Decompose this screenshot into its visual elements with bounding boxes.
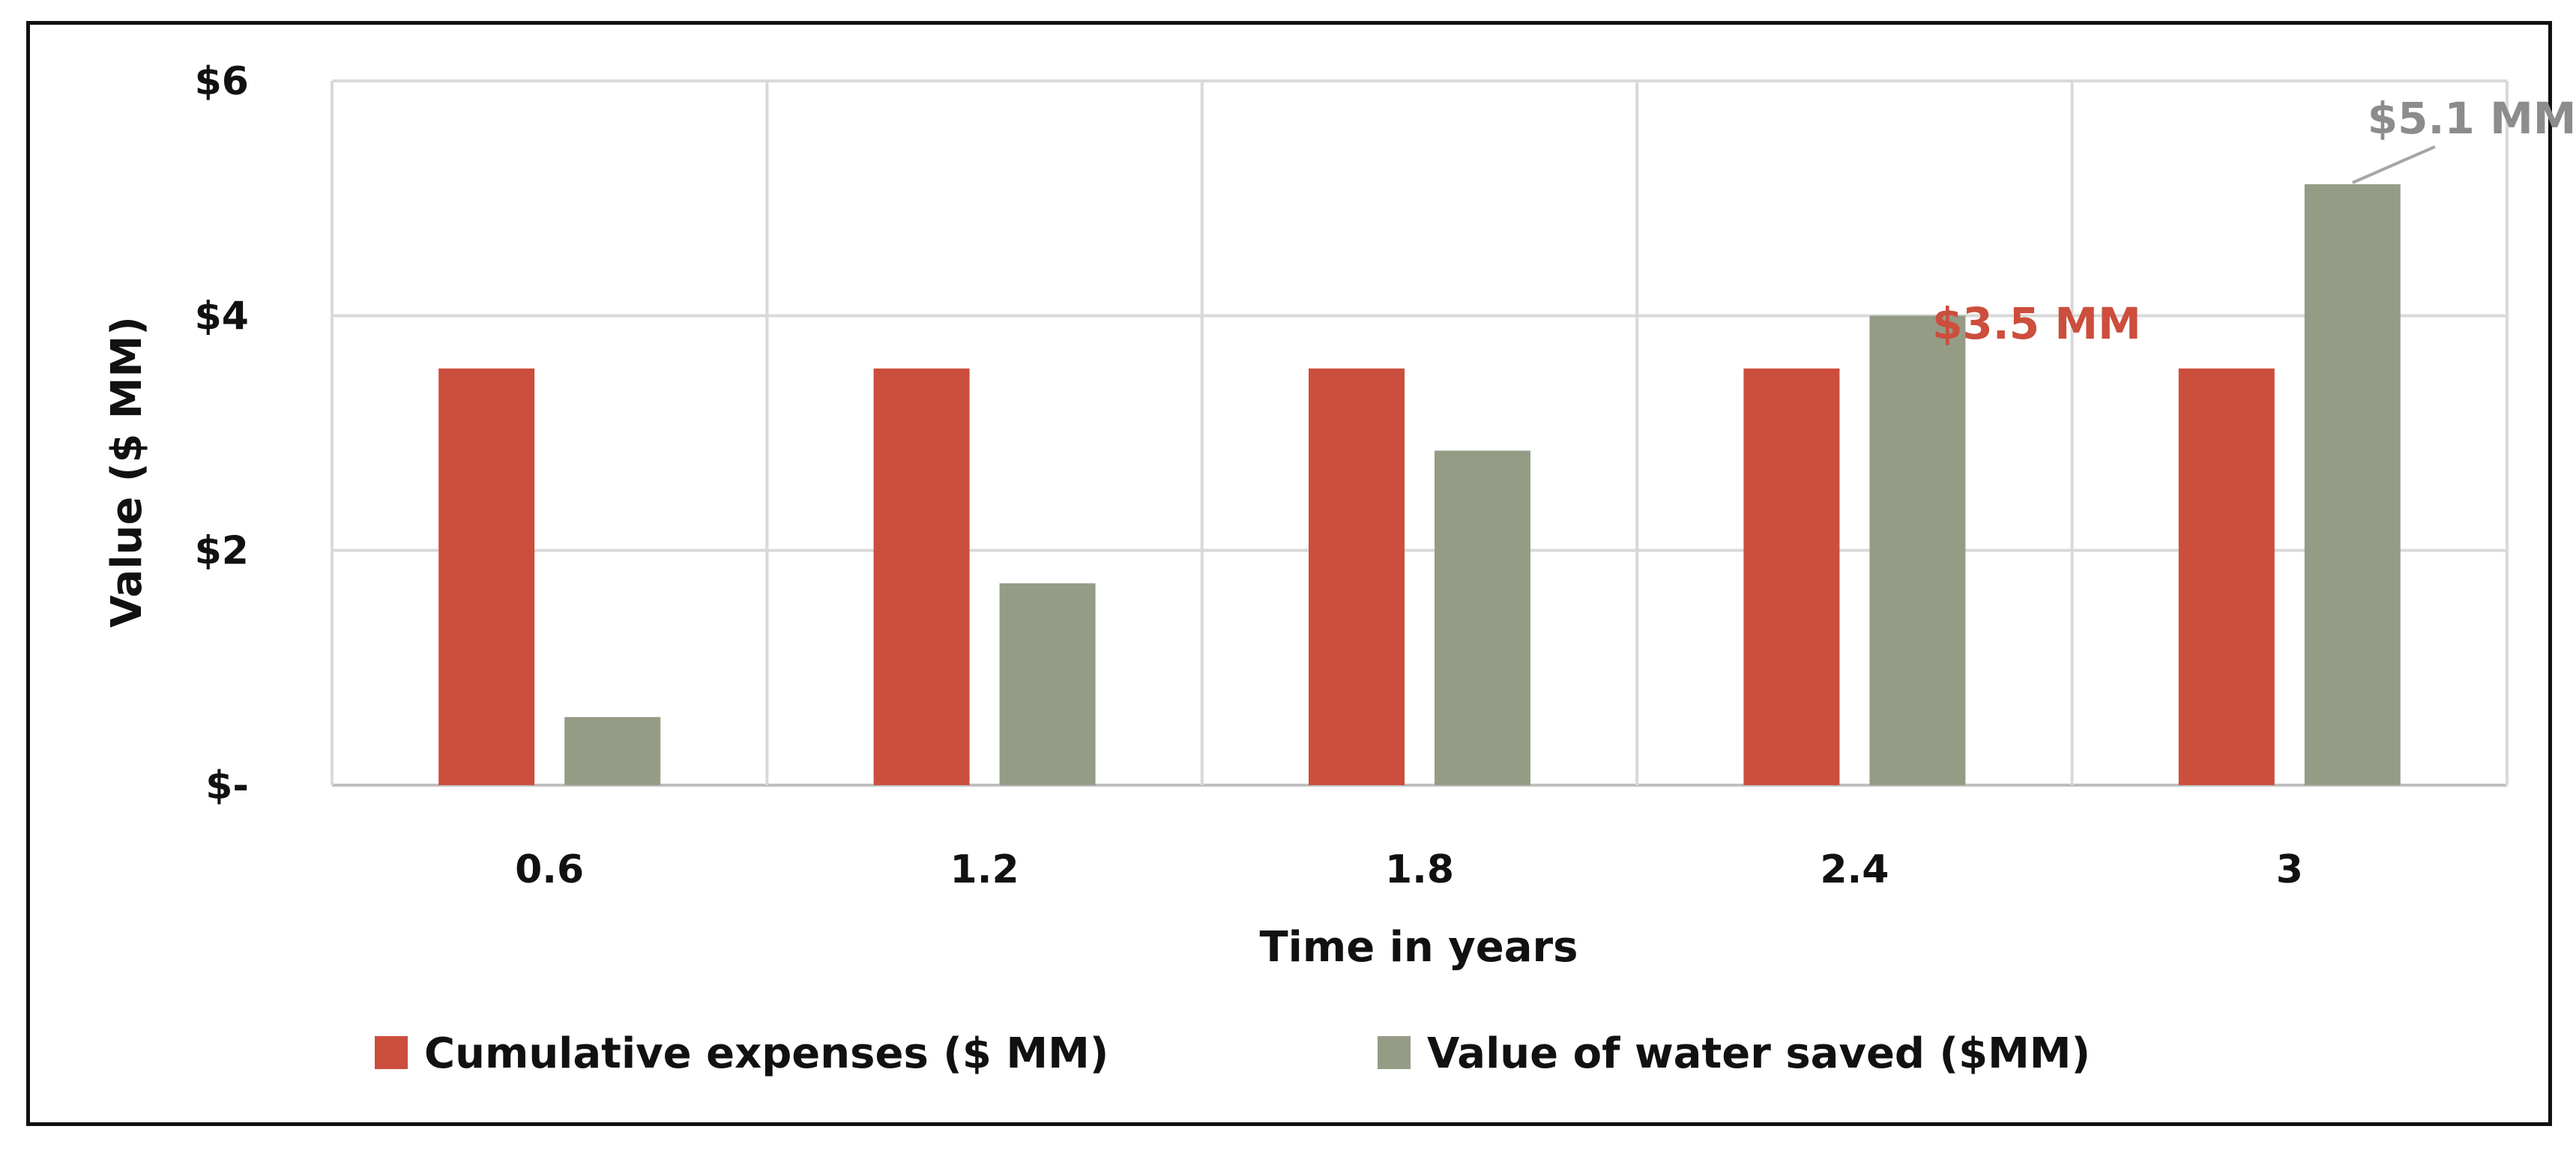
annotation-expenses: $3.5 MM — [1932, 298, 2141, 349]
annotations: $3.5 MM $5.1 MM — [1932, 93, 2576, 349]
bar-expenses-1.8 — [1309, 368, 1405, 785]
y-tick-label: $4 — [195, 294, 249, 339]
x-tick-label: 3 — [2276, 847, 2303, 892]
annotation-leader-line — [2352, 145, 2436, 184]
legend: Cumulative expenses ($ MM) Value of wate… — [375, 1029, 2090, 1078]
bar-expenses-3 — [2178, 368, 2275, 785]
bar-water-saved-3 — [2304, 184, 2401, 785]
legend-label-water-saved: Value of water saved ($MM) — [1427, 1029, 2090, 1078]
gridlines — [331, 79, 2509, 787]
y-tick-label: $- — [205, 763, 249, 808]
bar-water-saved-0.6 — [564, 717, 661, 785]
y-tick-label: $6 — [195, 59, 249, 104]
bar-water-saved-1.2 — [999, 583, 1096, 785]
x-tick-label: 2.4 — [1820, 847, 1889, 892]
bars — [438, 184, 2401, 785]
bar-water-saved-1.8 — [1435, 450, 1530, 785]
legend-swatch-water-saved — [1378, 1036, 1411, 1069]
x-tick-label: 1.2 — [950, 847, 1019, 892]
x-tick-label: 0.6 — [515, 847, 584, 892]
legend-label-expenses: Cumulative expenses ($ MM) — [424, 1029, 1108, 1078]
bar-water-saved-2.4 — [1869, 315, 1966, 785]
y-axis-title: Value ($ MM) — [103, 316, 151, 628]
bar-expenses-0.6 — [438, 368, 535, 785]
x-tick-labels: 0.6 1.2 1.8 2.4 3 — [515, 847, 2303, 892]
annotation-water-saved: $5.1 MM — [2368, 93, 2576, 144]
legend-swatch-expenses — [375, 1036, 408, 1069]
y-tick-labels: $- $2 $4 $6 — [195, 59, 249, 808]
bar-expenses-1.2 — [873, 368, 970, 785]
y-tick-label: $2 — [195, 529, 249, 574]
x-axis-title: Time in years — [1259, 923, 1578, 972]
x-tick-label: 1.8 — [1385, 847, 1454, 892]
bar-expenses-2.4 — [1743, 368, 1840, 785]
